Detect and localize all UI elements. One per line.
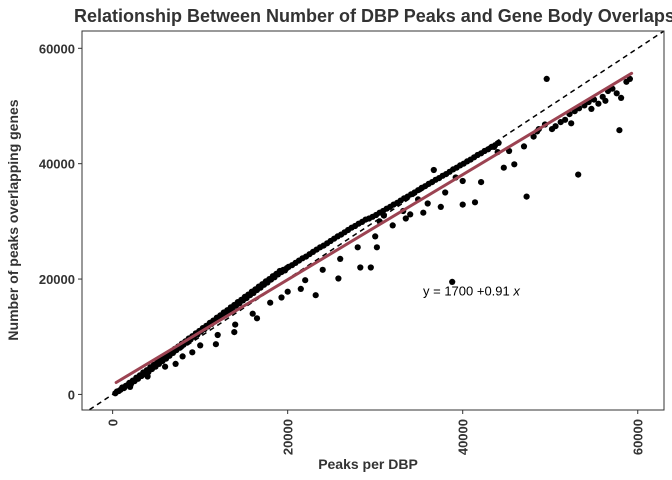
fit-line xyxy=(114,71,634,385)
data-point xyxy=(373,244,380,251)
data-point xyxy=(372,233,379,240)
data-point xyxy=(491,143,498,150)
x-axis-title: Peaks per DBP xyxy=(318,456,418,472)
data-point xyxy=(459,201,466,208)
data-point xyxy=(616,127,623,134)
data-point xyxy=(162,363,169,370)
y-axis: 0 20000 40000 60000 xyxy=(39,41,82,402)
data-point xyxy=(231,329,238,336)
data-point xyxy=(424,200,431,207)
data-point xyxy=(442,189,449,196)
data-point xyxy=(337,255,344,262)
data-point xyxy=(267,299,274,306)
regression-equation-variable: x xyxy=(512,284,520,299)
identity-line xyxy=(87,31,664,410)
y-axis-title: Number of peaks overlapping genes xyxy=(5,99,21,340)
data-point xyxy=(319,266,326,273)
data-point xyxy=(520,143,528,150)
data-point xyxy=(523,193,530,200)
data-point xyxy=(172,360,179,367)
data-point xyxy=(430,166,437,174)
data-point xyxy=(312,292,319,299)
data-point xyxy=(249,310,256,317)
data-point xyxy=(197,342,204,349)
data-point xyxy=(402,215,409,222)
data-point xyxy=(568,120,575,127)
data-point xyxy=(511,161,518,168)
data-point xyxy=(437,203,444,210)
data-point xyxy=(214,331,221,339)
data-point xyxy=(471,199,479,206)
data-point xyxy=(459,177,466,185)
data-point xyxy=(420,209,427,216)
data-point xyxy=(284,288,291,295)
regression-equation: y = 1700 +0.91 x xyxy=(423,284,520,299)
x-tick-label: 60000 xyxy=(631,419,646,455)
y-tick-label: 60000 xyxy=(39,41,75,56)
data-point xyxy=(389,222,396,229)
x-axis: 0 20000 40000 60000 xyxy=(106,410,646,455)
data-point xyxy=(278,294,285,301)
y-tick-label: 20000 xyxy=(39,272,75,287)
data-point xyxy=(449,278,456,285)
data-point xyxy=(189,349,196,356)
data-point xyxy=(253,315,261,322)
data-point xyxy=(626,75,634,82)
data-point xyxy=(179,353,186,360)
y-tick-label: 40000 xyxy=(39,157,75,172)
data-point xyxy=(613,90,620,97)
data-point xyxy=(127,383,134,390)
regression-equation-prefix: y = 1700 +0.91 xyxy=(423,284,513,299)
data-point xyxy=(144,373,151,380)
data-point xyxy=(595,100,602,107)
data-point xyxy=(357,264,364,271)
data-point xyxy=(297,285,304,292)
x-tick-label: 40000 xyxy=(456,419,471,455)
x-tick-label: 0 xyxy=(106,419,121,426)
chart-title: Relationship Between Number of DBP Peaks… xyxy=(74,6,672,26)
data-points xyxy=(112,75,634,397)
data-point xyxy=(302,277,309,284)
panel-border xyxy=(81,30,665,411)
data-point xyxy=(562,116,569,123)
data-point xyxy=(354,244,361,251)
data-point xyxy=(212,341,219,348)
data-point xyxy=(367,264,374,271)
data-point xyxy=(588,105,595,112)
y-tick-label: 0 xyxy=(68,387,75,402)
data-point xyxy=(232,321,239,328)
data-point xyxy=(500,164,507,171)
data-point xyxy=(407,211,414,218)
data-point xyxy=(552,123,559,130)
data-point xyxy=(575,171,582,178)
data-point xyxy=(543,75,550,82)
data-point xyxy=(602,97,609,104)
plot-area xyxy=(87,31,664,410)
data-point xyxy=(530,133,537,140)
x-tick-label: 20000 xyxy=(281,419,296,455)
data-point xyxy=(478,179,485,186)
data-point xyxy=(335,275,342,282)
data-point xyxy=(618,94,625,101)
